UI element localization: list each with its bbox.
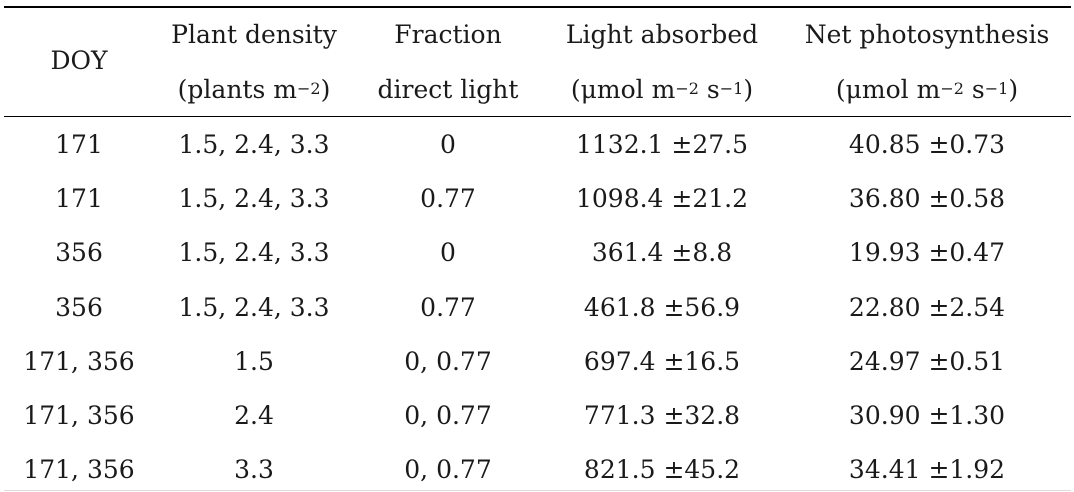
cell-light-absorbed: 361.4 ±8.8 <box>591 238 733 268</box>
header-fraction-line2: direct light <box>377 75 519 104</box>
header-light-line2: (μmol m−2 s−1) <box>570 75 754 104</box>
bottom-rule <box>4 490 1071 491</box>
cell-light-absorbed: 821.5 ±45.2 <box>583 455 741 485</box>
cell-light-absorbed: 461.8 ±56.9 <box>583 292 741 322</box>
cell-light-absorbed: 1132.1 ±27.5 <box>575 130 749 159</box>
cell-net-photosynthesis: 30.90 ±1.30 <box>848 401 1006 430</box>
header-photo-line2: (μmol m−2 s−1) <box>835 75 1019 104</box>
top-rule <box>4 6 1071 8</box>
cell-net-photosynthesis: 34.41 ±1.92 <box>848 455 1006 485</box>
cell-net-photosynthesis: 19.93 ±0.47 <box>848 238 1006 268</box>
cell-density: 2.4 <box>234 401 274 430</box>
cell-light-absorbed: 771.3 ±32.8 <box>583 401 741 430</box>
cell-density: 1.5 <box>234 346 274 376</box>
cell-light-absorbed: 1098.4 ±21.2 <box>575 184 749 214</box>
cell-net-photosynthesis: 22.80 ±2.54 <box>848 292 1006 322</box>
cell-fraction: 0 <box>440 238 456 268</box>
cell-density: 1.5, 2.4, 3.3 <box>178 130 330 159</box>
cell-fraction: 0, 0.77 <box>404 346 492 376</box>
cell-density: 1.5, 2.4, 3.3 <box>178 184 330 214</box>
cell-doy: 171, 356 <box>23 401 135 430</box>
header-doy: DOY <box>50 46 108 75</box>
header-density-line2: (plants m−2) <box>177 75 331 104</box>
cell-fraction: 0 <box>440 130 456 159</box>
cell-doy: 356 <box>55 292 103 322</box>
cell-doy: 356 <box>55 238 103 268</box>
cell-doy: 171, 356 <box>23 346 135 376</box>
header-density-line1: Plant density <box>171 20 337 49</box>
cell-doy: 171 <box>55 184 103 214</box>
header-light-line1: Light absorbed <box>565 20 759 49</box>
cell-doy: 171, 356 <box>23 455 135 485</box>
cell-net-photosynthesis: 40.85 ±0.73 <box>848 130 1006 159</box>
cell-density: 1.5, 2.4, 3.3 <box>178 238 330 268</box>
cell-fraction: 0.77 <box>420 292 476 322</box>
cell-fraction: 0, 0.77 <box>404 455 492 485</box>
header-rule <box>4 116 1071 117</box>
cell-net-photosynthesis: 36.80 ±0.58 <box>848 184 1006 214</box>
cell-light-absorbed: 697.4 ±16.5 <box>583 346 741 376</box>
cell-density: 1.5, 2.4, 3.3 <box>178 292 330 322</box>
header-photo-line1: Net photosynthesis <box>804 20 1050 49</box>
cell-density: 3.3 <box>234 455 274 485</box>
cell-doy: 171 <box>55 130 103 159</box>
cell-net-photosynthesis: 24.97 ±0.51 <box>848 346 1006 376</box>
cell-fraction: 0, 0.77 <box>404 401 492 430</box>
header-fraction-line1: Fraction <box>394 20 502 49</box>
cell-fraction: 0.77 <box>420 184 476 214</box>
